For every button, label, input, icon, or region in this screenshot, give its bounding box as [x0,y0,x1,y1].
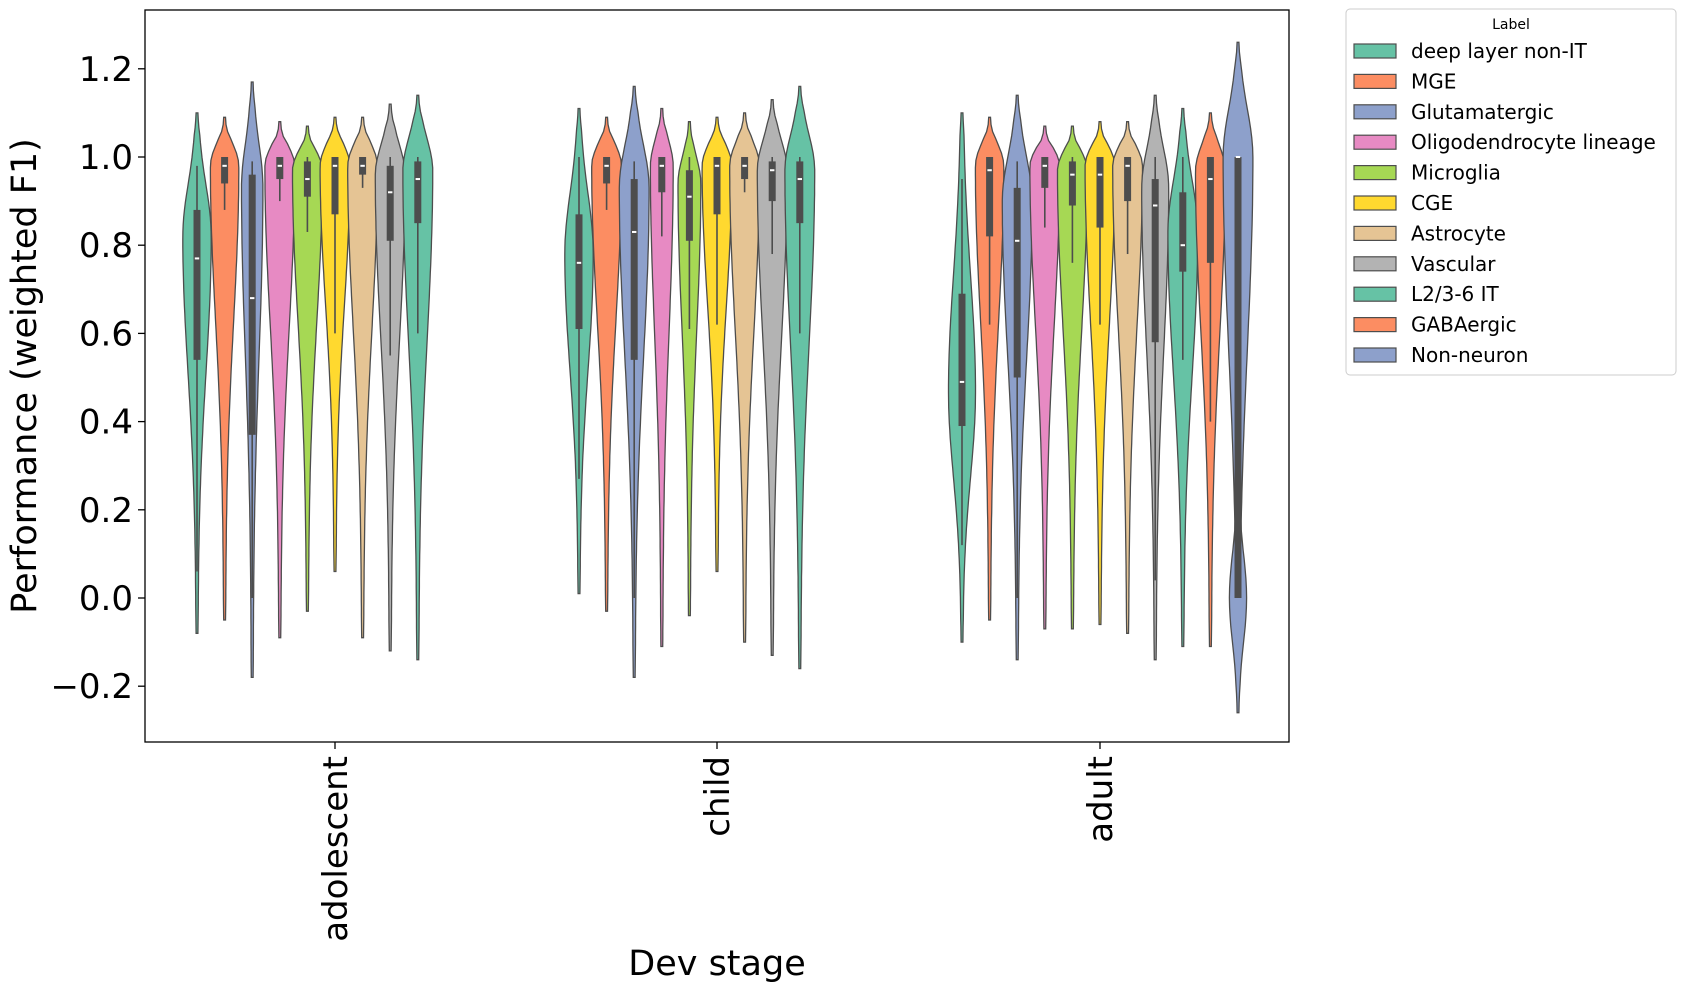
legend: Label deep layer non-IT MGE Glutamatergic O… [1346,9,1676,375]
legend-label: Vascular [1411,252,1496,276]
legend-label: Astrocyte [1411,221,1506,245]
violin-child-astrocyte-box [741,157,748,179]
violin-adolescent-deep-layer-non-it [183,113,211,633]
legend-swatch [1354,105,1396,119]
legend-swatch [1354,226,1396,240]
violin-adult-l2-3-6-it [1168,109,1198,647]
violin-adolescent-glutamatergic [242,82,263,677]
violin-child-vascular [757,100,787,656]
violin-group-adult [949,42,1253,712]
violin-adult-microglia-box [1069,161,1076,205]
violin-adolescent-glutamatergic-box [249,175,256,435]
violin-child-mge [592,117,622,611]
violin-adult-l2-3-6-it-box [1179,192,1186,271]
y-tick-label: 0.8 [79,226,133,266]
legend-swatch [1354,74,1396,88]
violin-child-oligodendrocyte-lineage [650,109,673,647]
y-tick-label: 1.0 [79,138,133,178]
y-tick-label: 0.0 [79,579,133,619]
violin-child-glutamatergic [619,86,649,677]
legend-title: Label [1492,17,1530,33]
legend-swatch [1354,348,1396,362]
x-tick-label-adolescent: adolescent [316,756,356,942]
legend-label: L2/3-6 IT [1411,282,1500,306]
violin-adolescent-deep-layer-non-it-box [194,210,201,360]
violin-adult-non-neuron-box [1235,157,1242,598]
violin-child-glutamatergic-box [631,179,638,360]
violin-child-oligodendrocyte-lineage-box [658,157,665,192]
violin-child-cge [702,117,732,571]
legend-label: CGE [1411,191,1453,215]
violin-adolescent-mge [210,117,238,620]
legend-swatch [1354,287,1396,301]
violin-adolescent-l2-3-6-it-box [414,161,421,223]
violin-child-astrocyte [730,113,760,642]
legend-swatch [1354,135,1396,149]
y-tick-label: 1.2 [79,50,133,90]
legend-swatch [1354,196,1396,210]
violin-adult-astrocyte-box [1124,157,1131,201]
legend-swatch [1354,257,1396,271]
violin-child-l2-3-6-it [785,86,815,668]
violin-layer [183,42,1253,712]
x-tick-label-adult: adult [1081,756,1121,843]
violin-adolescent-microglia [293,126,323,611]
violin-adolescent-mge-box [221,157,228,183]
legend-swatch [1354,166,1396,180]
violin-adult-vascular [1142,95,1169,659]
violin-adolescent-vascular-box [387,166,394,241]
y-tick-label: 0.6 [79,314,133,354]
y-tick-label: 0.4 [79,403,133,443]
legend-label: GABAergic [1411,313,1517,337]
y-axis: −0.2 0.0 0.2 0.4 0.6 0.8 1.0 1.2 [50,50,145,707]
y-axis-title: Performance (weighted F1) [5,138,45,614]
legend-label: Oligodendrocyte lineage [1411,130,1656,154]
violin-adolescent-astrocyte-body [348,117,378,637]
violin-adult-glutamatergic-box [1014,188,1021,378]
violin-child-mge-box [603,157,610,183]
violin-adult-deep-layer-non-it-box [959,294,966,426]
violin-adult-mge-box [986,157,993,236]
violin-adult-cge-box [1097,157,1104,228]
violin-adolescent-astrocyte [348,117,378,637]
violin-adolescent-oligodendrocyte-lineage [265,122,295,638]
violin-child-deep-layer-non-it [565,109,593,594]
violin-adult-gabaergic [1196,113,1226,647]
violin-adult-gabaergic-box [1207,157,1214,263]
legend-label: Microglia [1411,161,1501,185]
violin-child-l2-3-6-it-box [796,161,803,223]
violin-child-deep-layer-non-it-box [576,214,583,329]
violin-adult-cge [1085,122,1115,625]
violin-adult-astrocyte [1113,122,1143,634]
violin-adult-oligodendrocyte-lineage-box [1041,157,1048,188]
legend-label: MGE [1411,69,1456,93]
violin-adult-non-neuron [1223,42,1253,712]
legend-swatch [1354,318,1396,332]
violin-child-microglia [678,122,701,616]
violin-adult-oligodendrocyte-lineage [1030,126,1060,629]
legend-label: deep layer non-IT [1411,39,1588,63]
violin-adult-deep-layer-non-it [949,113,976,642]
violin-adult-microglia [1058,126,1088,629]
violin-adult-mge [975,117,1003,620]
legend-label: Non-neuron [1411,343,1528,367]
violin-adolescent-oligodendrocyte-lineage-box [276,157,283,179]
y-tick-label: −0.2 [50,667,133,707]
violin-child-microglia-box [686,170,693,241]
x-axis-title: Dev stage [628,944,805,984]
violin-adolescent-cge [320,117,350,571]
violin-group-child [565,86,815,677]
legend-label: Glutamatergic [1411,100,1554,124]
violin-group-adolescent [183,82,433,677]
violin-adult-glutamatergic [1002,95,1032,659]
legend-swatch [1354,44,1396,58]
x-axis: adolescent child adult [316,742,1121,942]
x-tick-label-child: child [698,756,738,837]
y-tick-label: 0.2 [79,491,133,531]
violin-child-vascular-box [769,161,776,201]
violin-adolescent-vascular [375,104,405,651]
violin-adult-vascular-box [1152,179,1159,342]
violin-adolescent-l2-3-6-it [403,95,433,659]
